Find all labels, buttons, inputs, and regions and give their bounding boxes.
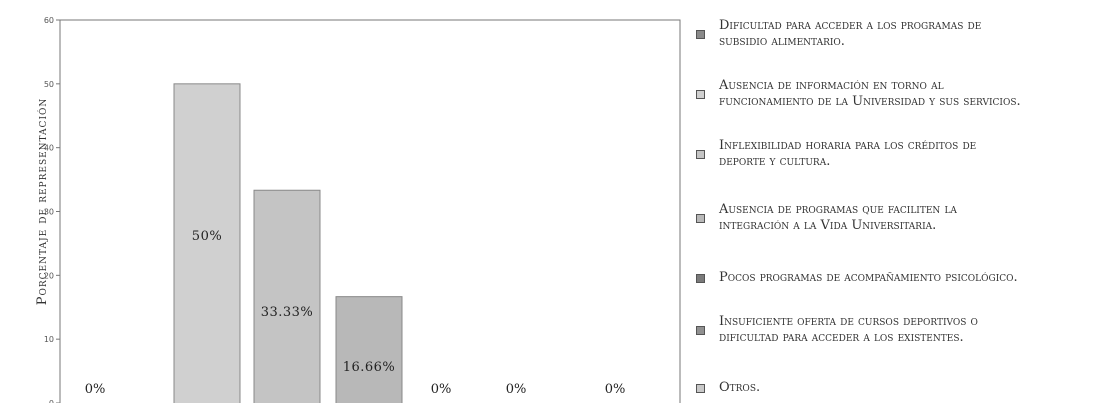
bar-7-label: 0% (605, 382, 626, 397)
legend-swatch (696, 89, 705, 99)
legend-item: Dificultad para acceder a los programas … (693, 18, 1119, 50)
legend-label: Inflexibilidad horaria para los créditos… (719, 138, 976, 170)
bar-4 (335, 296, 403, 403)
legend-label: Pocos programas de acompañamiento psicol… (719, 270, 1018, 286)
legend-item: Otros. (693, 380, 1119, 396)
legend-swatch (696, 325, 705, 335)
y-axis-title: Porcentaje de representación (35, 97, 50, 306)
legend-item: Ausencia de información en torno al funci… (693, 78, 1119, 110)
legend-label-line: Ausencia de información en torno al (719, 78, 944, 93)
legend-label: Otros. (719, 380, 760, 396)
legend-label-line: Dificultad para acceder a los programas … (719, 18, 982, 33)
legend-label-line: integración a la Vida Universitaria. (719, 218, 937, 233)
legend-item: Pocos programas de acompañamiento psicol… (693, 270, 1119, 286)
legend-label-line: funcionamiento de la Universidad y sus s… (719, 94, 1021, 109)
bar-2-label: 50% (192, 229, 222, 244)
y-tick-label: 30 (44, 208, 54, 217)
bar-chart: 0 10 20 30 40 50 60 0% 50% 33.33% 16.66% 0% 0% 0% (44, 16, 681, 403)
y-tick-label: 0 (49, 399, 54, 403)
legend-swatch (696, 273, 705, 283)
legend: Dificultad para acceder a los programas … (693, 0, 1119, 403)
legend-label-line: Ausencia de programas que faciliten la (719, 202, 957, 217)
legend-label: Ausencia de programas que faciliten la in… (719, 202, 957, 234)
legend-item: Inflexibilidad horaria para los créditos… (693, 138, 1119, 170)
y-tick-label: 10 (44, 335, 54, 344)
legend-label-line: Pocos programas de acompañamiento psicol… (719, 270, 1018, 285)
legend-label: Insuficiente oferta de cursos deportivos… (719, 314, 978, 346)
bar-labels: 0% 50% 33.33% 16.66% 0% 0% 0% (85, 229, 626, 397)
legend-label: Dificultad para acceder a los programas … (719, 18, 981, 50)
y-tick-label: 40 (44, 144, 54, 153)
legend-label: Ausencia de información en torno al funci… (719, 78, 1021, 110)
bar-2 (173, 83, 241, 403)
legend-swatch (696, 149, 705, 159)
bar-4-label: 16.66% (343, 360, 396, 375)
legend-label-line: subsidio alimentario. (719, 34, 845, 49)
plot-border (59, 19, 681, 403)
legend-label-line: dificultad para acceder a los existentes… (719, 330, 964, 345)
legend-label-line: deporte y cultura. (719, 154, 831, 169)
bar-3 (253, 189, 321, 403)
legend-swatch (696, 29, 705, 39)
legend-swatch (696, 383, 705, 393)
y-tick-label: 50 (44, 80, 54, 89)
bar-6-label: 0% (506, 382, 527, 397)
legend-label-line: Inflexibilidad horaria para los créditos… (719, 138, 977, 153)
y-axis: 0 10 20 30 40 50 60 (44, 16, 60, 403)
bars (173, 83, 403, 403)
plot-frame (59, 19, 681, 403)
legend-swatch (696, 213, 705, 223)
legend-item: Insuficiente oferta de cursos deportivos… (693, 314, 1119, 346)
bar-5-label: 0% (431, 382, 452, 397)
legend-label-line: Insuficiente oferta de cursos deportivos… (719, 314, 978, 329)
legend-label-line: Otros. (719, 380, 761, 395)
bar-1-label: 0% (85, 382, 106, 397)
bar-3-label: 33.33% (261, 305, 314, 320)
legend-item: Ausencia de programas que faciliten la in… (693, 202, 1119, 234)
y-tick-label: 60 (44, 16, 54, 25)
y-tick-label: 20 (44, 271, 54, 280)
